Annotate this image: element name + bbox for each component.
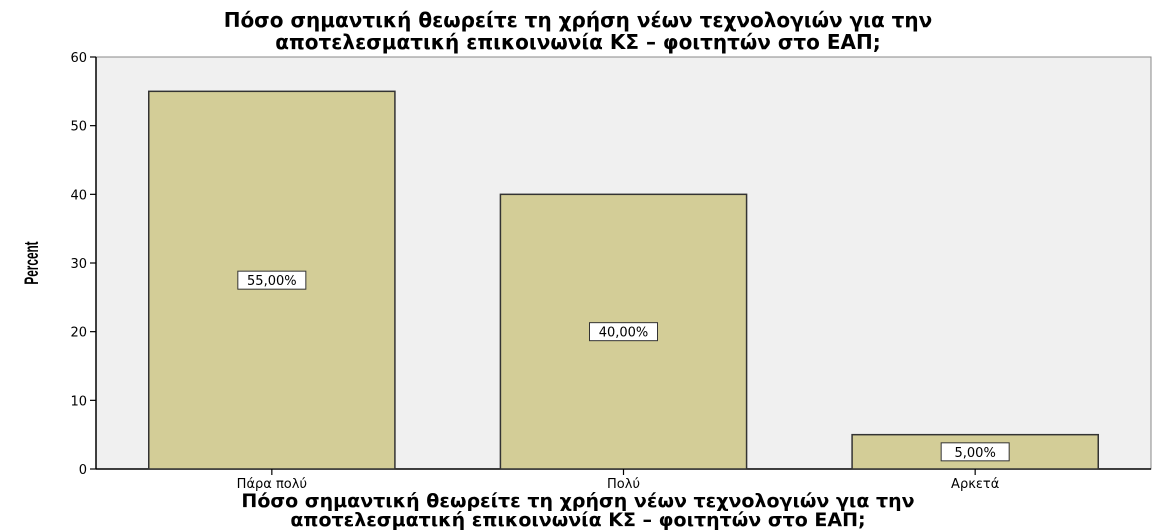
chart-title-line-2: αποτελεσματική επικοινωνία ΚΣ – φοιτητών… (275, 30, 881, 54)
y-axis-label: Percent (22, 241, 42, 285)
y-tick-label: 30 (70, 257, 87, 272)
y-tick-label: 10 (70, 394, 87, 409)
data-label-box (589, 322, 658, 342)
bars: 55,00% 40,00% 5,00% (148, 90, 1099, 470)
data-label: 55,00% (247, 274, 297, 289)
y-tick-label: 0 (79, 463, 87, 478)
x-tick-label: Πάρα πολύ (237, 477, 307, 492)
y-tick-label: 50 (70, 120, 87, 135)
y-tick-label: 40 (70, 188, 87, 203)
data-label-box (237, 270, 307, 290)
chart-title-line-1: Πόσο σημαντική θεωρείτε τη χρήση νέων τε… (224, 8, 933, 32)
x-tick-label: Αρκετά (951, 477, 999, 492)
x-axis-ticks: Πάρα πολύ Πολύ Αρκετά (237, 469, 999, 492)
x-tick-label: Πολύ (607, 477, 640, 492)
data-label: 5,00% (955, 446, 996, 461)
y-tick-label: 60 (70, 51, 87, 66)
x-axis-title-line-1: Πόσο σημαντική θεωρείτε τη χρήση νέων τε… (241, 490, 914, 512)
data-label-box (940, 442, 1010, 462)
x-axis-title-line-2: αποτελεσματική επικοινωνία ΚΣ – φοιτητών… (290, 509, 865, 531)
data-label: 40,00% (599, 326, 649, 341)
y-axis-ticks: 0 10 20 30 40 50 60 (70, 51, 96, 478)
y-tick-label: 20 (70, 326, 87, 341)
